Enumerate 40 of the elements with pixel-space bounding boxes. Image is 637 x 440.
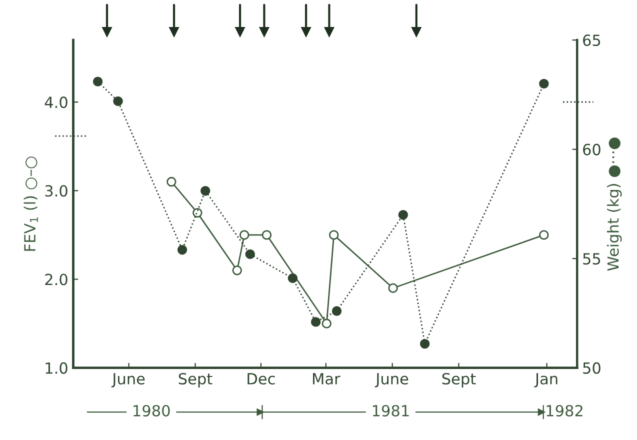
point	[388, 283, 398, 293]
x-tick-label: Dec	[248, 373, 275, 385]
text: 1980	[134, 404, 170, 417]
point	[245, 249, 255, 260]
point	[539, 78, 549, 89]
point	[177, 244, 188, 255]
point	[310, 317, 321, 327]
point	[262, 230, 272, 240]
point	[192, 208, 202, 218]
point	[232, 266, 242, 276]
x-tick-label: Jan	[534, 373, 558, 388]
y-tick-label: 1.0	[46, 362, 68, 374]
x-tick-label: Mar	[312, 373, 340, 385]
y2-tick-label: 55	[583, 253, 600, 265]
point	[328, 230, 339, 240]
point	[113, 96, 123, 106]
x-tick-label: Sept	[442, 372, 476, 388]
point	[200, 186, 210, 196]
point	[92, 76, 103, 86]
y-tick-label: 2.0	[45, 274, 68, 286]
x-tick-label: Sept	[178, 372, 212, 388]
y-axis-title: FEV$_{1}$ (l) ○–○	[24, 156, 38, 251]
point	[322, 318, 332, 328]
y-tick-label: 3.0	[45, 185, 68, 197]
y2-tick-label: 65	[583, 34, 600, 46]
x-tick-label: June	[111, 373, 145, 388]
point	[239, 230, 250, 240]
point	[420, 338, 430, 349]
point	[539, 230, 549, 240]
point	[288, 273, 298, 284]
y2-axis-title: Weight (kg) ●···●	[606, 137, 622, 271]
x-tick-label: June	[374, 373, 408, 388]
point	[166, 176, 176, 187]
text: 1982	[546, 404, 582, 417]
text: 1981	[372, 404, 409, 417]
y2-tick-label: 50	[583, 362, 600, 374]
y-tick-label: 4.0	[44, 96, 68, 108]
y2-tick-label: 60	[583, 144, 600, 156]
point	[332, 306, 342, 316]
point	[398, 210, 408, 220]
